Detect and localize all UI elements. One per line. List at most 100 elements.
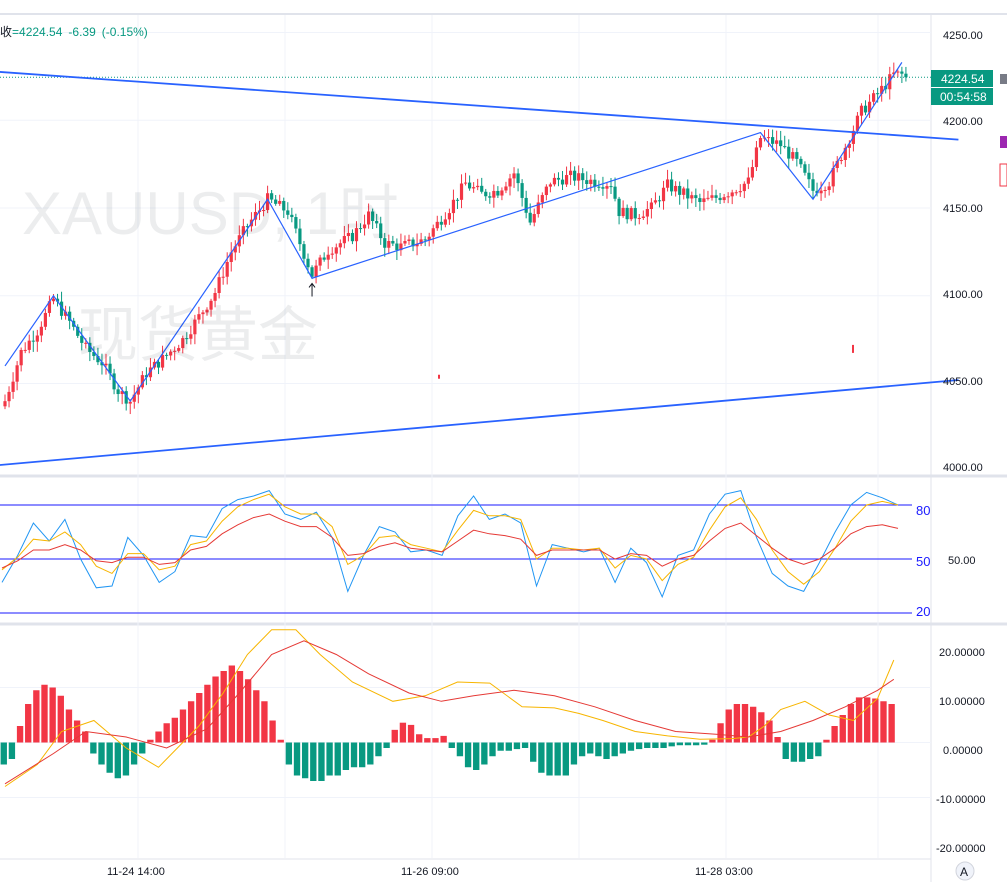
kline-pane[interactable] [0, 62, 959, 466]
candle-body [783, 146, 787, 148]
candle-body [104, 363, 108, 366]
macd-hist-bar [473, 742, 480, 770]
candle-body [657, 200, 662, 202]
candle-body [165, 354, 169, 356]
candle-body [629, 208, 633, 220]
macd-hist-bar [310, 742, 317, 781]
candle-body [843, 147, 847, 161]
macd-hist-bar [578, 742, 586, 757]
macd-hist-bar [725, 709, 732, 743]
candle-body [286, 210, 290, 215]
macd-hist-bar [383, 742, 390, 748]
arrow-marker [308, 282, 316, 297]
macd-hist-bar [538, 742, 545, 773]
kdj-value-label: 50.00 [948, 555, 976, 567]
candle-body [637, 217, 641, 219]
macd-hist-bar [464, 742, 472, 768]
macd-hist-bar [676, 742, 684, 746]
candle-body [193, 319, 197, 335]
price-tick: 4250.00 [943, 30, 983, 42]
candle-body [266, 193, 270, 211]
candle-body [43, 312, 47, 327]
candle-body [128, 401, 132, 404]
candle-body [140, 375, 144, 388]
candle-body [504, 186, 508, 191]
candle-body [205, 309, 209, 313]
candle-body [722, 197, 726, 201]
candle-body [120, 391, 124, 395]
candle-body [221, 276, 225, 278]
candle-body [718, 197, 722, 201]
candle-body [318, 257, 322, 266]
candle-body [839, 160, 843, 162]
outlier-mark [852, 344, 854, 353]
candle-body [694, 195, 698, 199]
macd-hist-bar [318, 742, 325, 781]
kdj-level-80: 80 [916, 503, 930, 518]
macd-hist-bar [147, 739, 154, 743]
candle-body [35, 335, 39, 342]
candle-body [827, 186, 831, 191]
time-axis[interactable]: 11-24 14:00 11-26 09:00 11-28 03:00 [107, 866, 753, 878]
macd-tick: 10.00000 [939, 696, 985, 708]
candle-body [686, 188, 690, 199]
macd-hist-bar [367, 742, 374, 765]
macd-hist-bar [660, 742, 667, 748]
macd-hist-bar [766, 720, 773, 743]
candle-body [338, 243, 342, 248]
macd-axis[interactable]: 20.00000 10.00000 0.00000 -10.00000 -20.… [936, 647, 986, 855]
candle-body [362, 224, 367, 229]
candle-body [367, 211, 371, 225]
macd-hist-bar [293, 742, 301, 776]
price-axis[interactable]: 4250.00 4200.00 4150.00 4100.00 4050.00 … [943, 30, 983, 474]
candle-body [403, 240, 407, 244]
kdj-j-line [1, 513, 899, 569]
kdj-pane[interactable] [0, 490, 912, 614]
candle-body [282, 200, 286, 211]
macd-hist-bar [513, 742, 521, 750]
candle-body [64, 311, 68, 316]
candle-body [730, 192, 734, 197]
macd-hist-bar [33, 690, 40, 743]
candle-body [463, 182, 468, 184]
candle-body [80, 335, 84, 343]
macd-hist-bar [872, 698, 879, 743]
candle-body [201, 312, 205, 315]
candle-body [132, 394, 136, 402]
candle-body [23, 349, 27, 351]
candle-body [702, 198, 706, 203]
candle-body [613, 186, 617, 199]
macd-hist-bar [847, 704, 855, 743]
candle-body [750, 167, 754, 178]
candle-body [181, 338, 185, 349]
candle-body [831, 168, 835, 187]
macd-hist-bar [399, 722, 407, 743]
candle-body [96, 356, 100, 363]
candle-body [395, 243, 399, 251]
macd-hist-bar [139, 742, 146, 754]
auto-scale-button[interactable]: A [955, 861, 975, 881]
candle-body [116, 389, 120, 395]
macd-hist-bar [350, 742, 358, 768]
candle-body [47, 301, 52, 313]
macd-hist-bar [717, 723, 724, 743]
candle-body [682, 188, 686, 195]
macd-hist-bar [562, 742, 569, 776]
candle-body [391, 241, 395, 244]
candle-body [217, 277, 221, 293]
candle-body [556, 177, 561, 180]
price-tick: 4000.00 [943, 462, 983, 474]
macd-hist-bar [326, 742, 333, 776]
macd-hist-bar [619, 742, 626, 754]
macd-hist-bar [831, 726, 838, 743]
macd-hist-bar [416, 734, 423, 743]
macd-hist-bar [130, 742, 138, 765]
candle-body [811, 179, 815, 191]
candle-body [290, 214, 294, 218]
candle-body [447, 213, 451, 220]
candle-body [274, 199, 278, 204]
macd-pane[interactable] [0, 629, 895, 787]
macd-hist-bar [49, 687, 56, 743]
candle-body [346, 232, 350, 237]
